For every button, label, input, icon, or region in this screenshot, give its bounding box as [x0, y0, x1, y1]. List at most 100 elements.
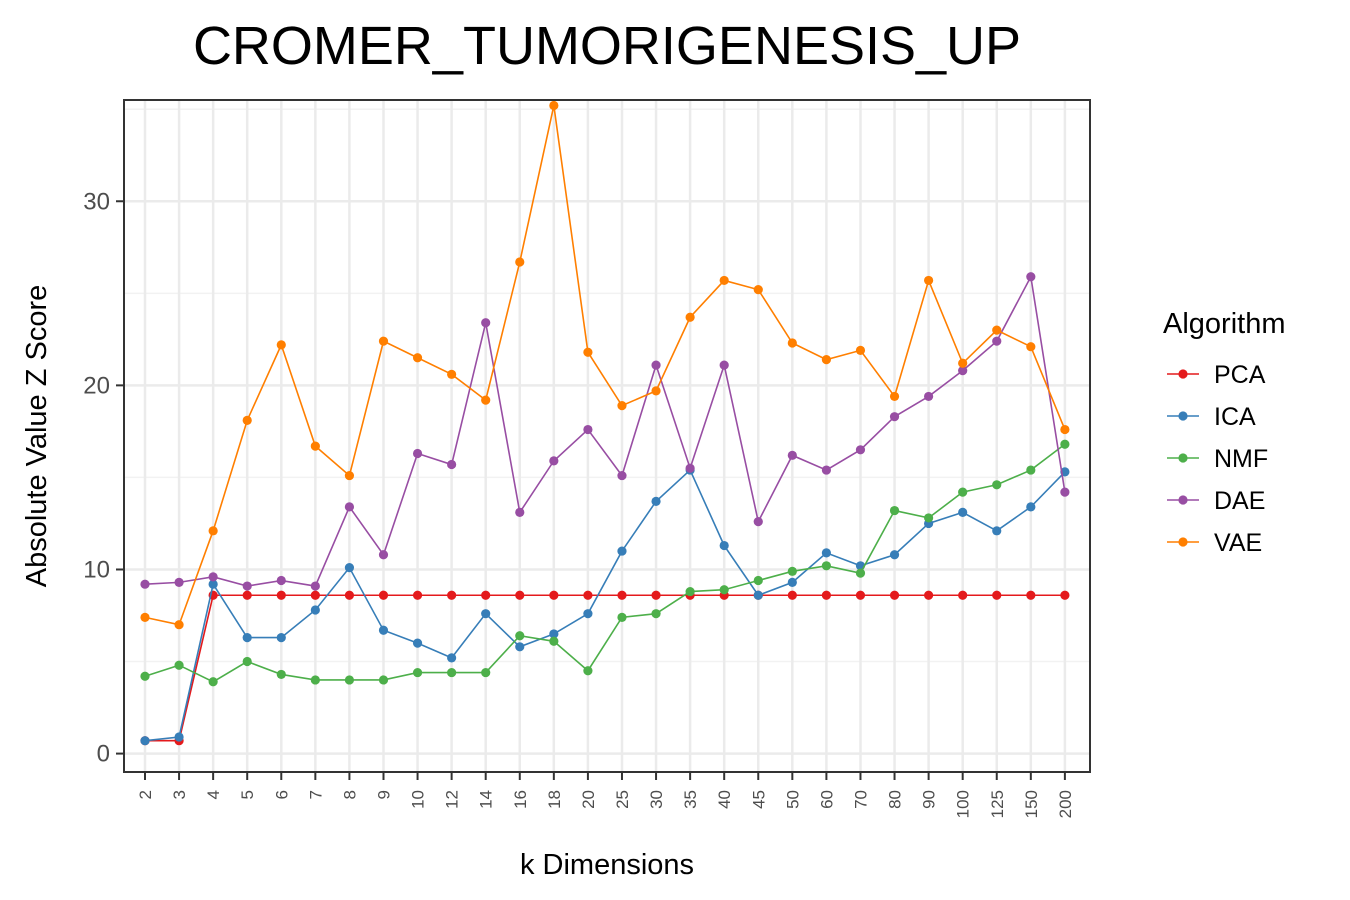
legend-label: VAE — [1214, 529, 1262, 557]
data-point-pca — [242, 590, 252, 600]
data-point-dae — [821, 465, 832, 475]
data-point-ica — [1026, 502, 1036, 512]
legend-label: ICA — [1214, 403, 1256, 431]
data-point-dae — [515, 507, 525, 518]
legend: Algorithm PCA ICA NMF DAE VAE — [1163, 308, 1286, 557]
data-point-vae — [412, 353, 423, 363]
data-point-ica — [276, 633, 286, 643]
data-point-vae — [685, 312, 695, 322]
data-point-pca — [958, 590, 968, 600]
data-point-dae — [447, 459, 457, 470]
x-tick-label: 70 — [851, 790, 870, 809]
x-tick-label: 3 — [170, 790, 189, 799]
x-tick-label: 4 — [204, 790, 223, 799]
x-tick-label: 18 — [545, 790, 564, 809]
data-point-ica — [481, 609, 491, 619]
data-point-pca — [855, 590, 866, 600]
x-tick-label: 7 — [306, 790, 325, 799]
data-point-vae — [378, 336, 389, 346]
data-point-nmf — [481, 667, 491, 678]
data-point-nmf — [855, 568, 866, 578]
data-point-pca — [515, 590, 525, 600]
data-point-dae — [1026, 272, 1036, 282]
legend-key-point — [1178, 411, 1188, 421]
series-layer — [140, 100, 1070, 746]
legend-key-point — [1178, 495, 1188, 505]
y-axis-title: Absolute Value Z Score — [21, 285, 53, 588]
data-point-pca — [344, 590, 355, 600]
data-point-pca — [821, 590, 832, 600]
data-point-nmf — [412, 667, 423, 678]
x-tick-label: 25 — [613, 790, 632, 809]
plot-panel — [123, 99, 1091, 773]
data-point-ica — [412, 638, 423, 648]
data-point-nmf — [1060, 439, 1070, 449]
data-point-nmf — [208, 677, 218, 687]
x-tick-label: 90 — [920, 790, 939, 809]
data-point-vae — [1060, 424, 1070, 435]
data-point-pca — [276, 590, 286, 600]
data-point-vae — [549, 100, 559, 111]
data-point-vae — [310, 441, 320, 451]
data-point-dae — [787, 450, 797, 460]
data-point-ica — [651, 496, 661, 506]
data-point-pca — [378, 590, 389, 600]
data-point-dae — [651, 360, 661, 370]
data-point-pca — [447, 590, 457, 600]
data-point-pca — [583, 590, 593, 600]
data-point-dae — [412, 448, 423, 459]
data-point-vae — [753, 285, 763, 295]
series-line-ica — [144, 468, 1066, 742]
data-point-vae — [787, 338, 797, 348]
data-point-nmf — [549, 636, 559, 646]
data-point-nmf — [242, 656, 252, 667]
data-point-nmf — [583, 666, 593, 676]
data-point-pca — [651, 590, 661, 600]
x-tick-label: 35 — [681, 790, 700, 809]
x-tick-label: 20 — [579, 790, 598, 809]
data-point-nmf — [753, 575, 763, 586]
data-point-nmf — [992, 480, 1002, 490]
x-tick-label: 8 — [340, 790, 359, 799]
x-tick-label: 9 — [374, 790, 393, 799]
data-point-dae — [617, 470, 627, 481]
data-point-ica — [958, 507, 968, 518]
legend-key-point — [1178, 369, 1188, 379]
data-point-pca — [924, 590, 934, 600]
data-point-dae — [242, 581, 252, 591]
data-point-pca — [310, 590, 320, 600]
data-point-vae — [515, 257, 525, 267]
data-point-dae — [924, 391, 934, 402]
data-point-vae — [140, 612, 150, 622]
series-ica — [140, 465, 1070, 746]
data-point-ica — [378, 625, 389, 635]
legend-key-point — [1178, 537, 1188, 547]
x-tick-label: 5 — [238, 790, 257, 799]
data-point-pca — [787, 590, 797, 600]
data-point-vae — [174, 620, 184, 630]
data-point-dae — [344, 502, 355, 512]
data-point-dae — [174, 577, 184, 587]
data-point-vae — [276, 340, 286, 350]
data-point-dae — [719, 360, 729, 370]
legend-label: NMF — [1214, 445, 1268, 473]
x-tick-label: 2 — [136, 790, 155, 799]
data-point-dae — [1060, 487, 1070, 497]
data-point-dae — [140, 579, 150, 589]
data-point-vae — [447, 369, 457, 379]
data-point-vae — [924, 275, 934, 286]
data-point-ica — [549, 629, 559, 639]
x-tick-label: 30 — [647, 790, 666, 809]
data-point-vae — [208, 526, 218, 536]
data-point-nmf — [140, 671, 150, 681]
data-point-vae — [617, 401, 627, 411]
data-point-vae — [889, 391, 900, 402]
data-point-dae — [276, 575, 286, 586]
data-point-nmf — [174, 660, 184, 670]
data-point-dae — [685, 463, 695, 473]
data-point-ica — [242, 633, 252, 643]
data-point-pca — [1060, 590, 1070, 600]
y-tick-label: 10 — [83, 556, 110, 583]
data-point-ica — [174, 732, 184, 742]
